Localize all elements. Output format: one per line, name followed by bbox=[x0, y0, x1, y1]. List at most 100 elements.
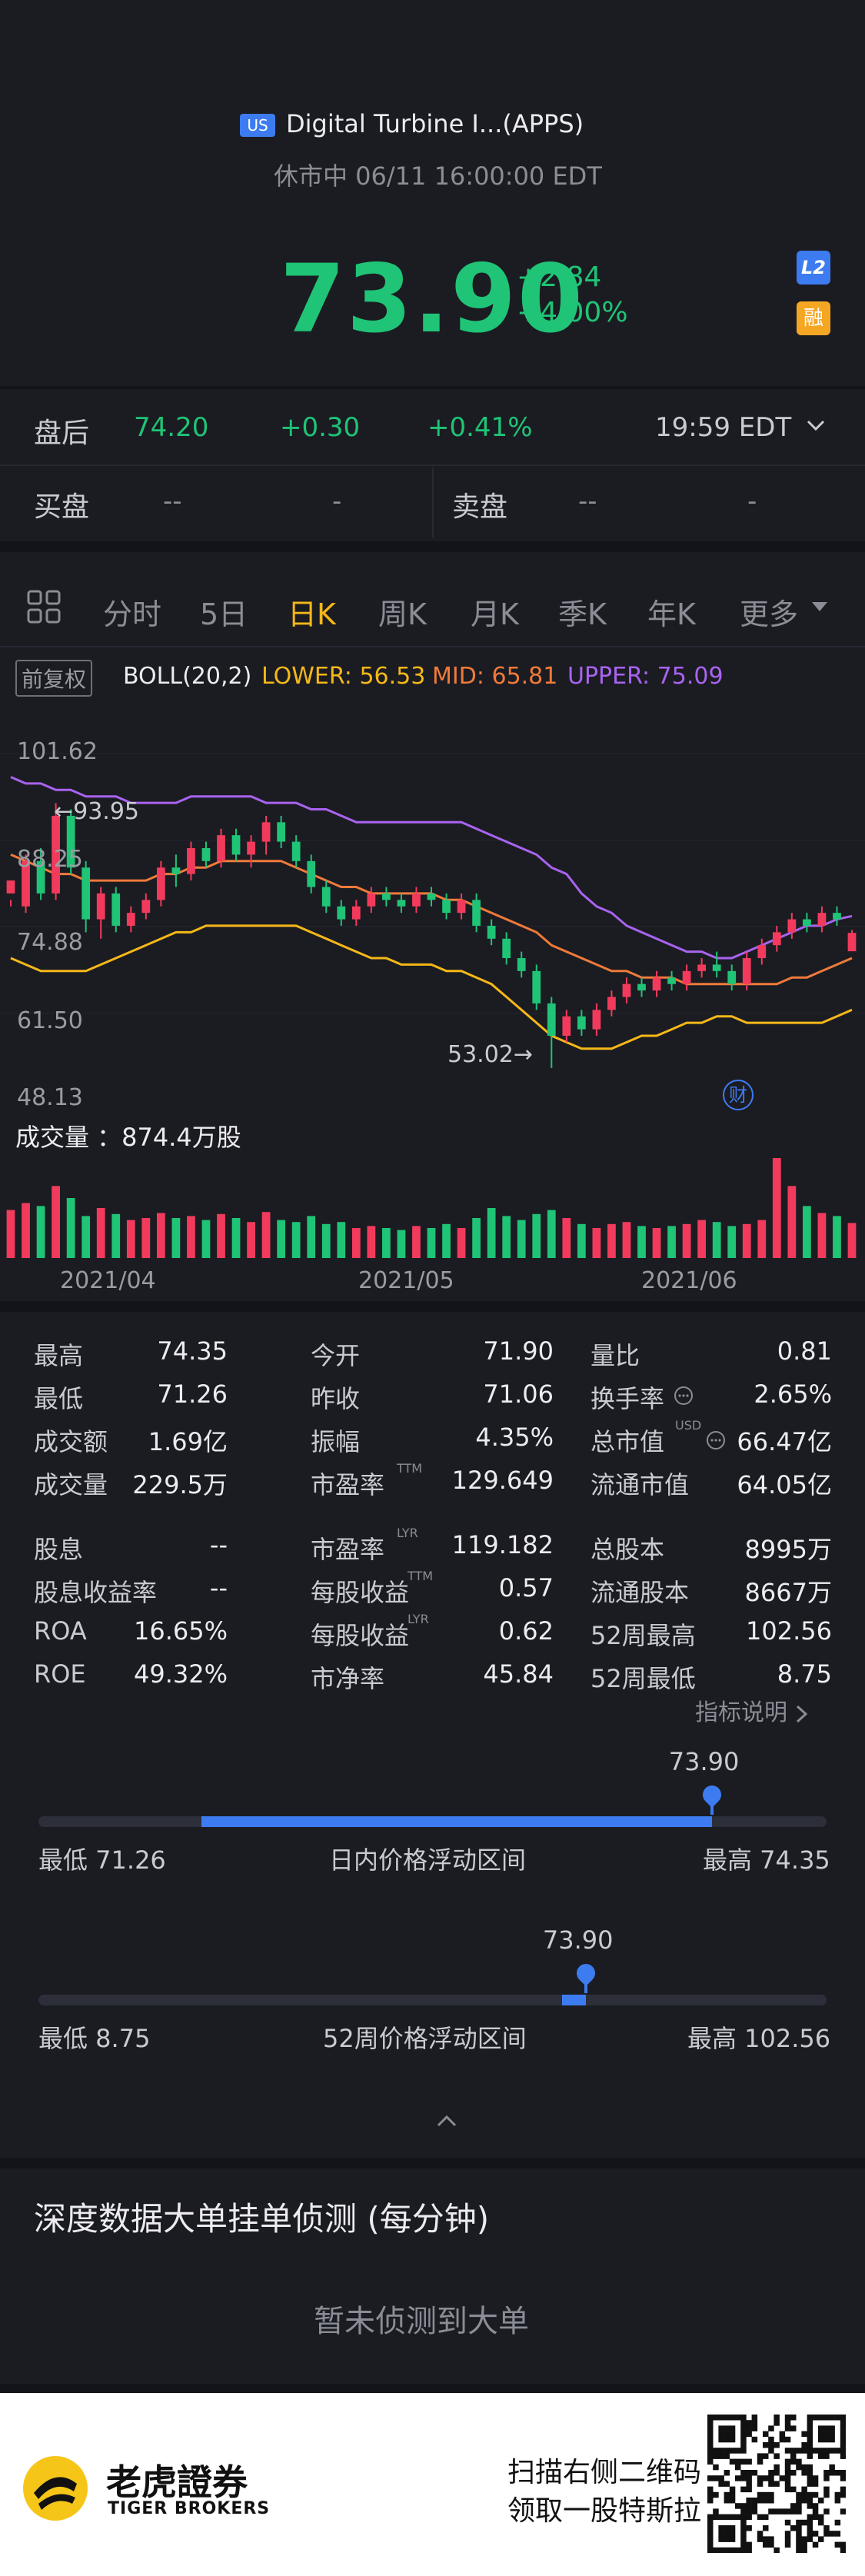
tab-5day[interactable]: 5日 bbox=[200, 597, 248, 631]
candle bbox=[712, 951, 721, 978]
indicator-name[interactable]: BOLL(20,2) bbox=[123, 663, 252, 690]
tab-yearly-k[interactable]: 年K bbox=[647, 597, 696, 631]
volume-bar bbox=[682, 1223, 691, 1258]
stat-label: 市盈率 bbox=[311, 1535, 385, 1564]
candle bbox=[472, 893, 481, 933]
candle bbox=[141, 893, 151, 920]
date-label-3: 2021/06 bbox=[641, 1267, 737, 1294]
candle bbox=[427, 887, 436, 907]
intraday-range-title: 日内价格浮动区间 bbox=[329, 1845, 527, 1875]
candle bbox=[307, 854, 316, 894]
caret-down-icon[interactable] bbox=[812, 601, 827, 616]
candle bbox=[156, 860, 165, 907]
margin-badge[interactable]: 融 bbox=[797, 301, 830, 335]
candle bbox=[607, 990, 616, 1017]
earnings-badge[interactable]: 财 bbox=[723, 1080, 754, 1110]
volume-bar bbox=[141, 1218, 151, 1258]
collapse-chevron-icon[interactable] bbox=[435, 2113, 458, 2132]
volume-bar bbox=[36, 1206, 45, 1258]
volume-bar bbox=[742, 1223, 751, 1258]
stat-label: 股息 bbox=[34, 1535, 84, 1564]
high-marker: ←93.95 bbox=[54, 798, 140, 825]
volume-bar bbox=[562, 1218, 571, 1258]
grid-icon[interactable] bbox=[26, 589, 62, 627]
volume-bar bbox=[517, 1220, 526, 1258]
tab-weekly-k[interactable]: 周K bbox=[378, 597, 427, 631]
volume-bar bbox=[187, 1216, 195, 1258]
candle bbox=[757, 938, 767, 965]
range-fill bbox=[201, 1816, 712, 1827]
candle bbox=[22, 854, 30, 914]
candle bbox=[382, 887, 391, 907]
volume-bar bbox=[6, 1210, 15, 1258]
after-hours-price: 74.20 bbox=[134, 412, 209, 443]
volume-bar bbox=[757, 1220, 767, 1258]
candle bbox=[337, 900, 346, 926]
adjust-toggle[interactable]: 前复权 bbox=[15, 660, 93, 697]
volume-bar bbox=[277, 1220, 286, 1258]
volume-bar bbox=[201, 1220, 211, 1258]
chevron-down-icon[interactable] bbox=[804, 414, 827, 440]
volume-bar bbox=[472, 1218, 481, 1258]
stat-label: ROE bbox=[34, 1659, 86, 1689]
candle bbox=[457, 893, 466, 920]
bid-price: -- bbox=[163, 486, 182, 517]
volume-bar bbox=[622, 1222, 631, 1258]
intraday-range-low: 最低 71.26 bbox=[38, 1845, 166, 1875]
tab-more[interactable]: 更多 bbox=[740, 597, 799, 631]
bid-size: - bbox=[332, 486, 342, 517]
stat-label: 量比 bbox=[591, 1341, 640, 1370]
candle bbox=[96, 887, 105, 939]
volume-bar bbox=[697, 1220, 707, 1258]
candle bbox=[803, 913, 811, 933]
promo-line-2: 领取一股特斯拉 bbox=[507, 2495, 702, 2527]
volume-bar bbox=[803, 1206, 811, 1258]
candlestick-chart[interactable] bbox=[0, 715, 865, 1115]
tab-quarterly-k[interactable]: 季K bbox=[558, 597, 607, 631]
indicator-help-link[interactable]: 指标说明 bbox=[695, 1693, 809, 1727]
volume-bar bbox=[261, 1212, 271, 1258]
stat-value: 71.26 bbox=[157, 1380, 228, 1409]
tab-monthly-k[interactable]: 月K bbox=[471, 597, 519, 631]
qr-code-icon[interactable] bbox=[707, 2415, 846, 2553]
volume-bar bbox=[367, 1226, 376, 1258]
range-marker-stem bbox=[710, 1801, 714, 1815]
volume-bar bbox=[412, 1226, 421, 1258]
chevron-right-icon bbox=[796, 1705, 807, 1722]
promo-line-1: 扫描右侧二维码 bbox=[507, 2457, 702, 2488]
volume-bar bbox=[247, 1222, 255, 1258]
after-hours-time[interactable]: 19:59 EDT bbox=[655, 412, 792, 443]
indicator-help-label[interactable]: 指标说明 bbox=[695, 1699, 787, 1726]
volume-bar bbox=[817, 1213, 827, 1258]
candle bbox=[126, 906, 135, 933]
tab-daily-k[interactable]: 日K bbox=[288, 597, 336, 631]
stock-title[interactable]: Digital Turbine I...(APPS) bbox=[286, 109, 584, 138]
l2-badge[interactable]: L2 bbox=[797, 251, 830, 285]
volume-bar bbox=[307, 1216, 316, 1258]
intraday-range-high: 最高 74.35 bbox=[703, 1845, 830, 1875]
candle bbox=[577, 1010, 586, 1036]
superscript-tag: LYR bbox=[408, 1612, 429, 1626]
candle bbox=[82, 860, 91, 933]
volume-bar bbox=[547, 1210, 556, 1258]
week52-range-low: 最低 8.75 bbox=[38, 2024, 151, 2053]
info-icon[interactable] bbox=[674, 1386, 694, 1409]
volume-chart bbox=[6, 1158, 857, 1258]
ask-price: -- bbox=[578, 486, 597, 517]
candle bbox=[637, 977, 646, 997]
brand-name-en: TIGER BROKERS bbox=[108, 2499, 271, 2518]
volume-bar bbox=[351, 1228, 361, 1258]
volume-bar bbox=[22, 1203, 30, 1258]
stat-value: 119.182 bbox=[451, 1530, 554, 1559]
volume-bar bbox=[52, 1186, 60, 1258]
intraday-range-current: 73.90 bbox=[668, 1747, 740, 1776]
brand-name: 老虎證券 bbox=[106, 2461, 248, 2503]
info-icon[interactable] bbox=[706, 1430, 726, 1453]
stat-label: 成交额 bbox=[34, 1427, 108, 1456]
big-order-empty: 暂未侦测到大单 bbox=[314, 2304, 529, 2339]
volume-bar bbox=[217, 1213, 225, 1258]
candle bbox=[171, 854, 181, 887]
range-marker-stem bbox=[584, 1979, 587, 1993]
tab-timeshare[interactable]: 分时 bbox=[103, 597, 162, 631]
candle bbox=[367, 887, 376, 914]
